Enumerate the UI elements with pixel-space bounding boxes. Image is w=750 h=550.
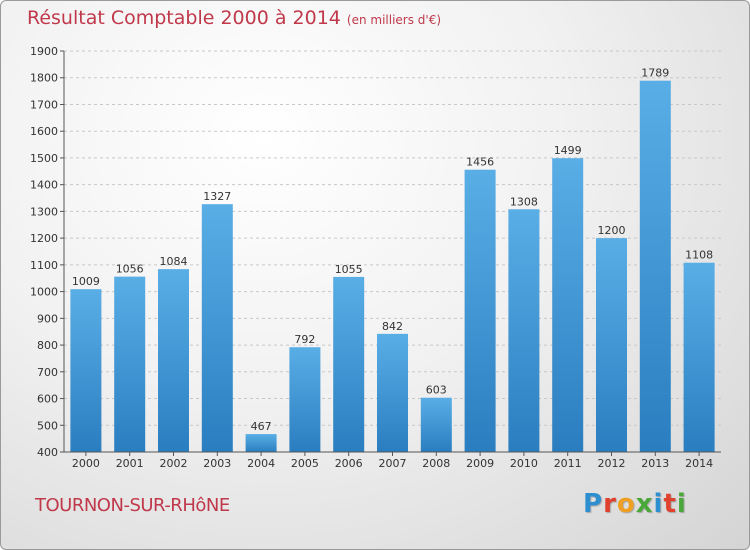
y-tick-label: 1700	[30, 98, 58, 111]
bar-2009	[464, 169, 496, 453]
x-tick-label: 2014	[685, 457, 713, 470]
x-tick-label: 2004	[247, 457, 275, 470]
proxiti-logo: Proxiti	[583, 489, 687, 519]
data-label: 1009	[72, 275, 100, 288]
x-tick-label: 2005	[291, 457, 319, 470]
logo-letter: t	[663, 489, 677, 519]
y-tick-label: 1600	[30, 125, 58, 138]
x-tick-label: 2002	[160, 457, 188, 470]
x-tick-label: 2006	[335, 457, 363, 470]
x-tick-label: 2001	[116, 457, 144, 470]
bar-2001	[114, 276, 146, 452]
bar-2008	[420, 397, 452, 452]
x-tick-label: 2003	[203, 457, 231, 470]
data-label: 792	[294, 333, 315, 346]
data-label: 1789	[641, 67, 669, 80]
y-tick-label: 900	[37, 312, 58, 325]
x-tick-label: 2007	[379, 457, 407, 470]
bar-2000	[70, 289, 102, 452]
bar-2003	[201, 204, 233, 452]
x-tick-label: 2011	[554, 457, 582, 470]
logo-letter: r	[603, 489, 617, 519]
y-tick-label: 1200	[30, 232, 58, 245]
bar-2007	[377, 333, 408, 452]
data-label: 842	[382, 320, 403, 333]
y-tick-label: 800	[37, 339, 58, 352]
logo-letter: o	[616, 489, 636, 519]
location-name: TOURNON-SUR-RHôNE	[35, 495, 230, 516]
data-label: 1499	[554, 144, 582, 157]
bar-2012	[596, 238, 627, 452]
bar-2011	[552, 158, 584, 452]
chart-title-text: Résultat Comptable 2000 à 2014	[27, 7, 341, 29]
bar-2002	[158, 269, 189, 452]
y-tick-label: 1800	[30, 72, 58, 85]
logo-letter: i	[653, 489, 664, 519]
bar-2004	[245, 434, 277, 452]
y-tick-label: 1900	[30, 45, 58, 58]
bar-2013	[639, 80, 671, 452]
y-tick-label: 600	[37, 393, 58, 406]
y-tick-label: 1100	[30, 259, 58, 272]
bar-2005	[289, 347, 321, 452]
data-label: 1200	[598, 224, 626, 237]
data-label: 603	[426, 384, 447, 397]
data-label: 1327	[203, 190, 231, 203]
bar-2006	[333, 276, 365, 452]
bar-2010	[508, 209, 540, 452]
data-label: 1056	[116, 263, 144, 276]
y-tick-label: 1300	[30, 205, 58, 218]
x-tick-label: 2012	[598, 457, 626, 470]
y-tick-labels: 400 500 600 700 800 900 1000 1100 1200 1300 1400 15…	[30, 45, 58, 459]
data-label: 1108	[685, 249, 713, 262]
data-label: 1308	[510, 195, 538, 208]
x-tick-label: 2009	[466, 457, 494, 470]
x-tick-label: 2008	[422, 457, 450, 470]
data-label: 1084	[160, 255, 188, 268]
y-tick-label: 1500	[30, 152, 58, 165]
y-tick-label: 1400	[30, 179, 58, 192]
y-tick-label: 1000	[30, 286, 58, 299]
bar-2014	[683, 262, 715, 452]
data-label: 1055	[335, 263, 363, 276]
logo-letter: P	[583, 489, 604, 519]
x-tick-labels: 2000 2001 2002 2003 2004 2005 2006 2007 2008 2009…	[72, 457, 713, 470]
x-tick-label: 2013	[641, 457, 669, 470]
logo-letter: x	[635, 489, 654, 519]
logo-letter: i	[676, 489, 687, 519]
data-label: 467	[251, 420, 272, 433]
chart-subtitle: (en milliers d'€)	[346, 13, 442, 27]
bars	[70, 80, 715, 453]
y-tick-label: 400	[37, 446, 58, 459]
y-tick-label: 500	[37, 419, 58, 432]
axes	[60, 50, 721, 456]
chart-title: Résultat Comptable 2000 à 2014 (en millie…	[27, 7, 441, 29]
x-tick-label: 2000	[72, 457, 100, 470]
y-tick-label: 700	[37, 366, 58, 379]
data-labels: 1009 1056 1084 1327 467 792 1055 842 603 1456 1308…	[72, 67, 713, 433]
x-tick-label: 2010	[510, 457, 538, 470]
data-label: 1456	[466, 156, 494, 169]
